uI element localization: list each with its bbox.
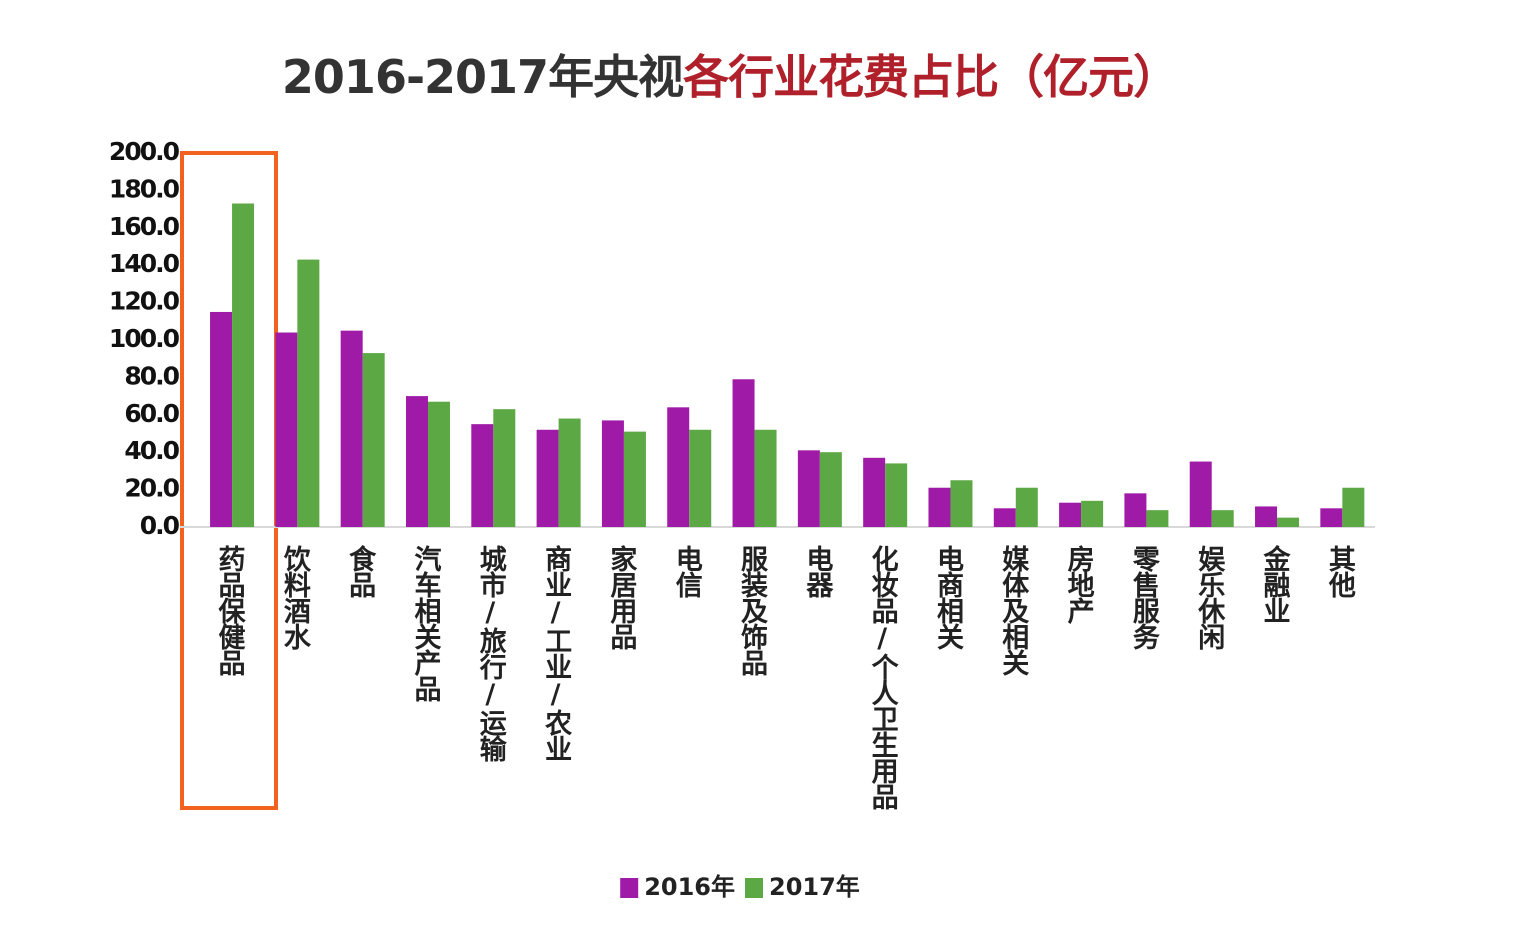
bar <box>558 418 581 527</box>
bar <box>863 457 886 527</box>
chart-title: 2016-2017年央视各行业花费占比（亿元） <box>282 50 1178 104</box>
bar <box>1211 510 1234 527</box>
bar <box>275 332 298 527</box>
bar <box>405 396 428 527</box>
bar <box>1255 506 1278 527</box>
x-tick-label: 电商相关 <box>932 545 964 650</box>
y-tick-label: 60.0 <box>124 399 179 428</box>
bar <box>1124 493 1147 527</box>
legend-label: 2016年 <box>644 873 735 901</box>
x-tick-label: 服装及饰品 <box>736 545 768 676</box>
bar <box>1189 461 1212 527</box>
bar <box>471 424 494 527</box>
bar <box>1059 502 1082 527</box>
bar <box>797 450 820 527</box>
title-part: 2016-2017年央视 <box>282 50 684 104</box>
bar <box>1320 508 1343 527</box>
bar <box>601 420 624 527</box>
x-tick-label: 商业/工业/农业 <box>540 545 573 761</box>
bar <box>667 407 690 527</box>
x-tick-label: 其他 <box>1324 545 1357 598</box>
y-tick-label: 140.0 <box>109 249 180 278</box>
legend-label: 2017年 <box>769 873 860 901</box>
bar <box>1146 510 1169 527</box>
bar <box>427 401 450 527</box>
y-tick-label: 100.0 <box>109 324 180 353</box>
y-tick-label: 0.0 <box>140 511 180 540</box>
y-tick-label: 80.0 <box>124 361 179 390</box>
x-tick-label: 电器 <box>801 545 834 599</box>
x-tick-label: 城市/旅行/运输 <box>475 545 508 762</box>
bar <box>340 330 363 527</box>
bar <box>1277 517 1300 527</box>
bar <box>1081 500 1104 527</box>
x-tick-label: 饮料酒水 <box>279 545 312 650</box>
x-tick-label: 娱乐休闲 <box>1193 545 1226 650</box>
bar <box>210 311 233 527</box>
y-tick-label: 40.0 <box>124 436 179 465</box>
x-tick-label: 药品保健品 <box>214 545 247 676</box>
y-tick-label: 120.0 <box>109 287 180 316</box>
x-tick-label: 零售服务 <box>1128 545 1161 650</box>
bar <box>493 409 516 527</box>
bar <box>232 203 255 528</box>
title-part: 各行业花费占比（亿元） <box>683 50 1178 104</box>
legend-swatch <box>620 878 639 898</box>
x-tick-label: 媒体及相关 <box>997 544 1028 676</box>
x-tick-label: 金融业 <box>1259 544 1292 623</box>
bar <box>928 487 951 527</box>
x-tick-label: 电信 <box>671 545 703 598</box>
bar <box>1015 487 1038 527</box>
bar <box>732 379 755 527</box>
bar <box>536 429 559 527</box>
x-tick-label: 房地产 <box>1063 545 1095 625</box>
bar <box>1342 487 1365 527</box>
bar <box>362 353 385 527</box>
bar <box>885 463 908 527</box>
x-tick-label: 汽车相关产品 <box>409 545 441 702</box>
bar <box>623 431 646 527</box>
bar <box>754 429 777 527</box>
bar <box>993 508 1016 527</box>
bar <box>297 259 320 527</box>
x-tick-label: 家居用品 <box>605 544 637 650</box>
legend-swatch <box>745 878 763 898</box>
y-tick-label: 180.0 <box>109 174 180 203</box>
y-tick-label: 160.0 <box>109 212 180 241</box>
y-tick-label: 20.0 <box>124 474 179 503</box>
bar <box>689 429 712 527</box>
bar <box>950 480 973 527</box>
x-tick-label: 化妆品/个人卫生用品 <box>867 545 899 810</box>
y-tick-label: 200.0 <box>109 137 180 166</box>
bar <box>819 452 842 527</box>
x-tick-label: 食品 <box>344 544 376 598</box>
